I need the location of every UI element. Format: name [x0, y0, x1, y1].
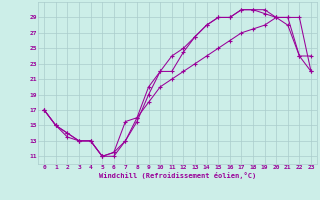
X-axis label: Windchill (Refroidissement éolien,°C): Windchill (Refroidissement éolien,°C): [99, 172, 256, 179]
